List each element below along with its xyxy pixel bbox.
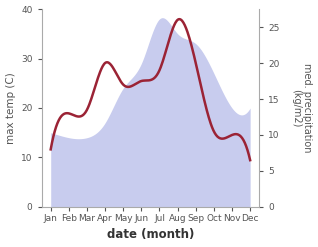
Y-axis label: med. precipitation
(kg/m2): med. precipitation (kg/m2)	[291, 63, 313, 153]
X-axis label: date (month): date (month)	[107, 228, 194, 242]
Y-axis label: max temp (C): max temp (C)	[5, 72, 16, 144]
